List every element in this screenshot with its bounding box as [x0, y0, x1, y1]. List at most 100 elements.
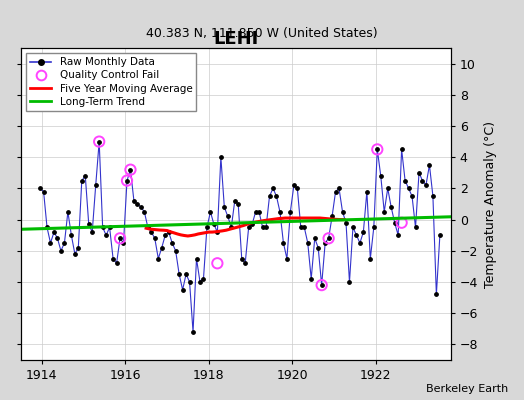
Point [397, 220, 406, 226]
Point [318, 282, 326, 288]
Point [297, 224, 305, 230]
Point [102, 232, 111, 238]
Point [300, 224, 309, 230]
Point [245, 224, 253, 230]
Point [422, 182, 430, 188]
Point [321, 240, 330, 246]
Point [64, 209, 72, 215]
Point [324, 235, 333, 242]
Text: 40.383 N, 111.850 W (United States): 40.383 N, 111.850 W (United States) [146, 28, 378, 40]
Point [123, 178, 131, 184]
Point [158, 244, 166, 251]
Point [363, 188, 371, 195]
Point [210, 221, 218, 228]
Point [435, 232, 444, 238]
Point [74, 244, 82, 251]
Point [109, 255, 117, 262]
Point [252, 209, 260, 215]
Point [119, 240, 128, 246]
Point [213, 260, 222, 266]
Y-axis label: Temperature Anomaly (°C): Temperature Anomaly (°C) [484, 120, 497, 288]
Point [265, 193, 274, 199]
Point [116, 235, 124, 242]
Point [269, 185, 277, 192]
Point [50, 229, 58, 235]
Point [147, 229, 156, 235]
Point [324, 235, 333, 242]
Point [318, 282, 326, 288]
Point [418, 178, 427, 184]
Point [144, 224, 152, 230]
Point [241, 260, 249, 266]
Point [369, 224, 378, 230]
Point [408, 193, 416, 199]
Point [342, 220, 350, 226]
Point [168, 240, 177, 246]
Point [286, 209, 294, 215]
Point [380, 209, 388, 215]
Point [328, 213, 336, 220]
Point [231, 198, 239, 204]
Legend: Raw Monthly Data, Quality Control Fail, Five Year Moving Average, Long-Term Tren: Raw Monthly Data, Quality Control Fail, … [26, 53, 196, 111]
Point [140, 209, 148, 215]
Point [182, 271, 190, 278]
Point [349, 224, 357, 230]
Point [352, 232, 361, 238]
Point [425, 162, 434, 168]
Point [43, 224, 51, 230]
Point [39, 188, 48, 195]
Point [175, 271, 183, 278]
Title: LEHI: LEHI [213, 30, 258, 48]
Point [203, 224, 211, 230]
Point [116, 235, 124, 242]
Point [123, 178, 131, 184]
Point [432, 291, 441, 298]
Point [429, 193, 437, 199]
Point [78, 178, 86, 184]
Point [224, 213, 232, 220]
Point [71, 251, 79, 257]
Point [171, 248, 180, 254]
Point [81, 173, 90, 179]
Point [95, 138, 103, 145]
Point [199, 276, 208, 282]
Point [112, 260, 121, 266]
Point [339, 209, 347, 215]
Point [359, 229, 367, 235]
Point [189, 329, 197, 335]
Point [314, 244, 322, 251]
Point [126, 166, 135, 173]
Point [394, 232, 402, 238]
Point [36, 185, 44, 192]
Point [293, 185, 301, 192]
Point [283, 255, 291, 262]
Point [150, 235, 159, 242]
Point [95, 138, 103, 145]
Point [373, 146, 381, 152]
Point [248, 221, 256, 228]
Point [401, 178, 409, 184]
Point [192, 255, 201, 262]
Point [307, 276, 315, 282]
Point [234, 201, 243, 207]
Point [227, 224, 235, 230]
Point [46, 240, 54, 246]
Point [366, 255, 375, 262]
Point [258, 224, 267, 230]
Point [387, 204, 396, 210]
Point [67, 232, 75, 238]
Point [356, 240, 364, 246]
Point [262, 224, 270, 230]
Point [53, 235, 62, 242]
Point [377, 173, 385, 179]
Point [165, 229, 173, 235]
Point [311, 235, 319, 242]
Point [57, 248, 65, 254]
Point [185, 279, 194, 285]
Point [60, 240, 69, 246]
Point [161, 232, 169, 238]
Point [178, 286, 187, 293]
Point [411, 224, 420, 230]
Point [272, 193, 281, 199]
Text: Berkeley Earth: Berkeley Earth [426, 384, 508, 394]
